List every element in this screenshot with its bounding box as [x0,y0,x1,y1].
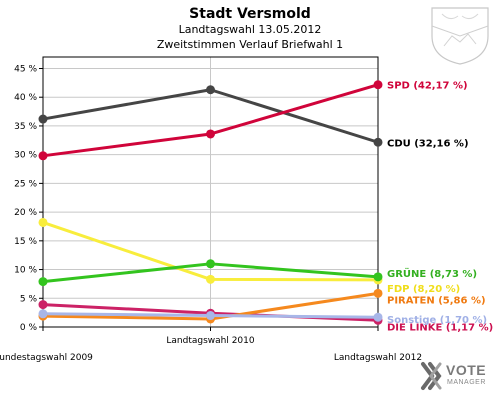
y-tick-label: 0 % [20,323,38,333]
data-point [206,259,215,269]
logo-sub: MANAGER [447,379,486,386]
plot-frame [42,56,379,328]
series-end-label: GRÜNE (8,73 %) [387,266,477,280]
data-point [373,80,383,90]
series-end-label: FDP (8,20 %) [387,284,460,295]
y-tick-label: 30 % [14,151,37,161]
data-point [373,272,383,282]
data-point [38,309,48,319]
plot-area: 0 % 5 % 10 % 15 % 20 % 25 % 30 % 35 % 40 % 45 % Bu… [0,56,493,363]
x-tick-label: Landtagswahl 2012 [334,353,422,363]
data-point [206,274,215,284]
x-tick-label: Landtagswahl 2010 [166,336,255,346]
coat-of-arms-icon [431,7,489,65]
y-tick-label: 35 % [14,122,37,132]
series-end-label: DIE LINKE (1,17 %) [387,322,493,333]
y-tick-label: 25 % [14,179,37,189]
data-point [206,311,215,321]
y-tick-label: 40 % [14,93,37,103]
data-point [38,151,48,161]
data-point [373,288,383,298]
data-point [38,300,48,310]
votemanager-logo-icon [421,362,442,390]
data-point [373,137,383,147]
series-end-label: Sonstige (1,70 %) [387,315,487,326]
logo-word: VOTE [446,362,487,378]
data-point [38,217,48,227]
chart-title: Stadt Versmold [189,6,311,22]
data-point [38,277,48,287]
chart-subtitle-2: Zweitstimmen Verlauf Briefwahl 1 [157,38,343,51]
votemanager-logo: VOTE MANAGER [420,360,490,392]
y-tick-label: 5 % [20,294,38,304]
data-point [373,312,383,322]
x-tick-label: Bundestagswahl 2009 [0,353,93,363]
chart-subtitle-1: Landtagswahl 13.05.2012 [179,23,322,36]
data-point [206,129,215,139]
series-end-label: CDU (32,16 %) [387,138,469,149]
series-end-label: SPD (42,17 %) [387,81,468,92]
series-end-label: PIRATEN (5,86 %) [387,295,486,306]
y-tick-label: 15 % [14,237,37,247]
data-point [206,85,215,95]
y-tick-label: 10 % [14,266,37,276]
data-point [38,114,48,124]
y-tick-label: 45 % [14,64,37,74]
y-tick-label: 20 % [14,208,37,218]
